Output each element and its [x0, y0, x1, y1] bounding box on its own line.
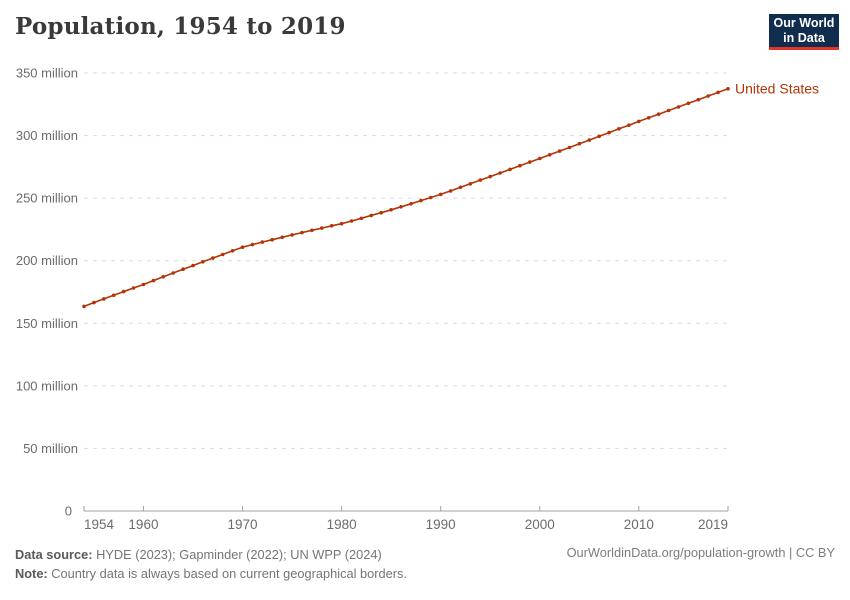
data-point[interactable] — [379, 210, 384, 215]
data-point[interactable] — [121, 289, 126, 294]
page-title: Population, 1954 to 2019 — [15, 13, 346, 40]
data-point[interactable] — [557, 149, 562, 153]
data-point[interactable] — [716, 90, 720, 95]
data-point[interactable] — [577, 141, 582, 146]
data-point[interactable] — [508, 167, 512, 172]
data-point[interactable] — [617, 127, 621, 131]
data-point[interactable] — [161, 274, 166, 279]
note-text: Country data is always based on current … — [47, 566, 407, 582]
data-point[interactable] — [260, 240, 265, 244]
data-point[interactable] — [448, 189, 453, 193]
note-label: Note: — [15, 566, 48, 582]
x-tick-label: 1970 — [227, 517, 257, 532]
data-point[interactable] — [627, 123, 631, 127]
data-point[interactable] — [310, 228, 314, 233]
data-point[interactable] — [240, 245, 245, 249]
data-point[interactable] — [220, 252, 225, 257]
y-tick-label: 200 million — [16, 253, 78, 268]
series-line[interactable] — [83, 88, 729, 308]
data-point[interactable] — [547, 153, 552, 157]
x-tick-label: 1980 — [327, 517, 357, 532]
data-source-text: HYDE (2023); Gapminder (2022); UN WPP (2… — [92, 547, 382, 562]
data-point[interactable] — [726, 87, 730, 91]
data-point[interactable] — [131, 286, 136, 290]
data-point[interactable] — [409, 202, 413, 206]
data-point[interactable] — [468, 182, 473, 186]
data-point[interactable] — [438, 192, 443, 197]
y-tick-label: 350 million — [16, 66, 78, 81]
population-line-chart: 0 50 million 100 million 150 million 200 mil… — [16, 66, 819, 533]
data-point[interactable] — [458, 185, 463, 190]
data-point[interactable] — [389, 208, 393, 212]
data-point[interactable] — [538, 156, 542, 161]
data-point[interactable] — [359, 216, 364, 221]
data-point[interactable] — [300, 230, 304, 235]
data-point[interactable] — [250, 242, 255, 247]
data-point[interactable] — [419, 198, 423, 203]
data-point[interactable] — [706, 94, 710, 98]
y-tick-label: 100 million — [16, 378, 78, 393]
data-point[interactable] — [528, 160, 532, 164]
data-point[interactable] — [92, 300, 96, 305]
data-point[interactable] — [141, 282, 146, 287]
x-tick-label: 2019 — [698, 517, 728, 532]
data-point[interactable] — [181, 267, 185, 272]
x-tick-label: 1960 — [128, 517, 158, 532]
data-point[interactable] — [151, 278, 156, 283]
data-point[interactable] — [230, 249, 235, 253]
owid-logo[interactable]: Our World in Data — [769, 14, 839, 50]
data-source-line: Data source: HYDE (2023); Gapminder (202… — [15, 545, 407, 564]
data-point[interactable] — [349, 219, 354, 223]
footer-citation-link[interactable]: OurWorldinData.org/population-growth | C… — [566, 545, 835, 560]
owid-logo-line1: Our World — [773, 15, 835, 30]
series-entity-label[interactable]: United States — [735, 80, 819, 96]
data-point[interactable] — [211, 256, 215, 260]
y-tick-label: 50 million — [23, 441, 78, 456]
y-tick-label: 0 — [65, 504, 72, 519]
data-point[interactable] — [646, 116, 651, 120]
y-tick-label: 150 million — [16, 316, 78, 331]
data-source-label: Data source: — [15, 547, 93, 562]
data-point[interactable] — [111, 293, 116, 298]
data-point[interactable] — [498, 171, 502, 175]
data-point[interactable] — [280, 235, 285, 240]
data-point[interactable] — [696, 97, 701, 102]
data-point[interactable] — [637, 119, 641, 124]
data-point[interactable] — [191, 263, 195, 268]
note-line: Note: Country data is always based on cu… — [15, 564, 407, 583]
data-point[interactable] — [676, 105, 681, 109]
chart-footer: Data source: HYDE (2023); Gapminder (202… — [15, 545, 835, 583]
data-point[interactable] — [478, 178, 483, 182]
data-point[interactable] — [518, 163, 522, 168]
data-point[interactable] — [607, 130, 611, 135]
data-point[interactable] — [429, 195, 433, 200]
data-point[interactable] — [488, 174, 493, 179]
data-point[interactable] — [399, 205, 403, 209]
data-point[interactable] — [567, 145, 572, 150]
data-point[interactable] — [587, 138, 592, 142]
x-tick-label: 1990 — [426, 517, 456, 532]
data-point[interactable] — [102, 297, 106, 301]
x-tick-label: 2010 — [624, 517, 654, 532]
x-tick-label: 1954 — [84, 517, 115, 532]
data-point[interactable] — [329, 224, 334, 228]
x-tick-label: 2000 — [525, 517, 555, 532]
y-tick-label: 300 million — [16, 128, 78, 143]
owid-logo-line2: in Data — [783, 30, 825, 45]
data-point[interactable] — [666, 108, 671, 113]
data-point[interactable] — [686, 101, 691, 106]
series-points[interactable] — [82, 87, 730, 309]
data-point[interactable] — [201, 260, 205, 264]
data-point[interactable] — [320, 226, 324, 230]
y-tick-label: 250 million — [16, 191, 78, 206]
data-point[interactable] — [290, 233, 294, 237]
footer-source-note: Data source: HYDE (2023); Gapminder (202… — [15, 545, 407, 583]
data-point[interactable] — [171, 271, 175, 275]
data-point[interactable] — [270, 237, 275, 242]
data-point[interactable] — [339, 221, 344, 226]
data-point[interactable] — [597, 134, 601, 139]
data-point[interactable] — [369, 213, 374, 218]
data-point[interactable] — [82, 304, 86, 309]
data-point[interactable] — [656, 112, 661, 116]
